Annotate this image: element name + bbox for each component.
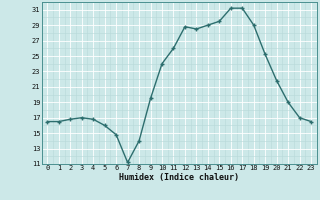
X-axis label: Humidex (Indice chaleur): Humidex (Indice chaleur) [119,173,239,182]
